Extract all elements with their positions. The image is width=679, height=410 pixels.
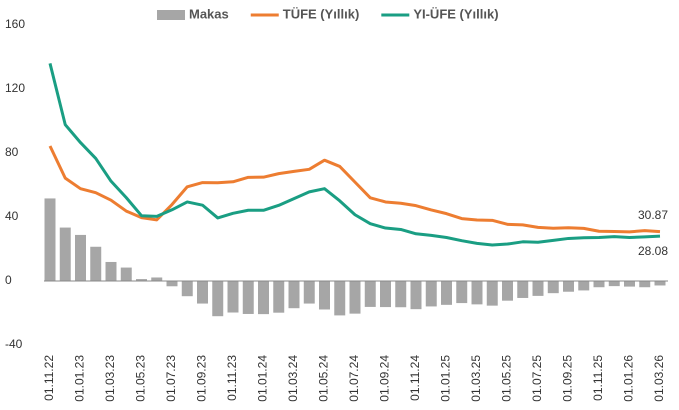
bar [395, 281, 407, 308]
bar [608, 281, 620, 287]
bar [624, 281, 635, 287]
x-tick-label: 01.01.24 [256, 355, 270, 402]
x-tick-label: 01.05.24 [317, 355, 331, 402]
x-tick-label: 01.09.24 [378, 355, 392, 402]
bar [105, 261, 117, 281]
bar [380, 281, 391, 308]
bar [486, 281, 498, 306]
bar [59, 227, 71, 281]
bar [502, 281, 513, 301]
line-series [48, 63, 661, 247]
bar [654, 281, 666, 286]
x-tick-label: 01.09.23 [195, 355, 209, 402]
bar [410, 281, 422, 310]
y-tick-label: 80 [5, 145, 19, 159]
x-tick-label: 01.03.25 [469, 355, 483, 402]
bar [639, 281, 651, 288]
x-tick-label: 01.05.23 [134, 355, 148, 402]
y-tick-label: 160 [5, 17, 25, 31]
bar [334, 281, 346, 316]
bar [471, 281, 483, 305]
x-tick-label: 01.03.23 [103, 355, 117, 402]
x-tick-label: 01.09.25 [561, 355, 575, 402]
bar [364, 281, 376, 307]
data-label: 28.08 [638, 244, 668, 258]
bar [517, 281, 529, 298]
legend-label: YI-ÜFE (Yıllık) [413, 6, 498, 21]
x-tick-label: 01.03.26 [652, 355, 666, 402]
x-tick-label: 01.07.25 [530, 355, 544, 402]
bar [303, 281, 315, 304]
bar [349, 281, 361, 314]
y-tick-label: 40 [5, 209, 19, 223]
x-tick-label: 01.01.23 [73, 355, 87, 402]
bar [593, 281, 605, 288]
x-tick-label: 01.07.24 [347, 355, 361, 402]
bar [288, 281, 300, 309]
bar [212, 281, 224, 317]
bar [532, 281, 544, 296]
y-tick-label: 120 [5, 81, 25, 95]
line-series [48, 145, 661, 234]
x-tick-label: 01.03.24 [286, 355, 300, 402]
bar [166, 281, 178, 287]
x-tick-label: 01.07.23 [164, 355, 178, 402]
bar [242, 281, 254, 314]
bar [227, 281, 239, 313]
bar [151, 277, 163, 281]
bar [456, 281, 468, 304]
x-tick-label: 01.01.26 [622, 355, 636, 402]
y-tick-label: 0 [5, 273, 12, 287]
bar [197, 281, 208, 304]
bar [90, 246, 102, 281]
x-tick-label: 01.01.25 [439, 355, 453, 402]
x-tick-label: 01.11.22 [42, 355, 56, 401]
bar [425, 281, 437, 307]
x-tick-label: 01.11.25 [591, 355, 605, 401]
legend-label: TÜFE (Yıllık) [283, 6, 360, 21]
x-tick-label: 01.05.25 [500, 355, 514, 402]
bar [578, 281, 590, 291]
bar [441, 281, 452, 305]
bar [563, 281, 574, 292]
data-label: 30.87 [638, 208, 668, 222]
bar [273, 281, 285, 313]
bar [136, 279, 147, 281]
bar [319, 281, 330, 310]
y-tick-label: -40 [5, 337, 23, 351]
bar [120, 267, 132, 281]
bar [258, 281, 269, 315]
bar [547, 281, 559, 294]
bar [181, 281, 193, 297]
bar [44, 198, 56, 281]
bar [75, 234, 86, 281]
legend-label: Makas [189, 6, 229, 21]
x-tick-label: 01.11.24 [408, 355, 422, 401]
x-tick-label: 01.11.23 [225, 355, 239, 401]
legend-swatch [157, 10, 185, 20]
